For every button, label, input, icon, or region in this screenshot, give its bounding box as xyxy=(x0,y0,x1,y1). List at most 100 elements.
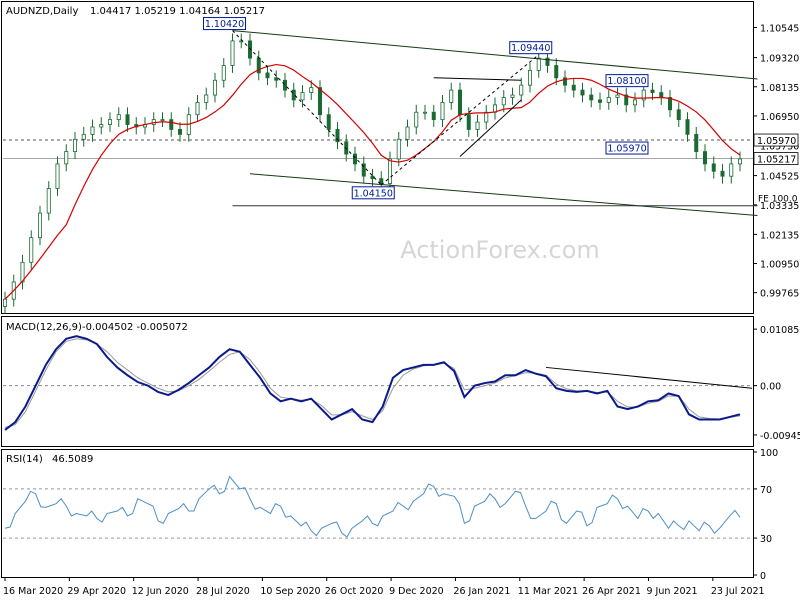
candle-body xyxy=(650,89,655,93)
candle-body xyxy=(99,124,104,128)
candle-body xyxy=(160,119,165,122)
rsi-guides xyxy=(3,488,753,539)
candle-body xyxy=(659,92,664,98)
price-tag-box xyxy=(753,152,799,165)
price-annotation-box xyxy=(605,141,649,155)
candle-body xyxy=(90,126,95,135)
candle-body xyxy=(309,87,314,93)
candle-body xyxy=(624,94,629,106)
price-header-ohlc: 1.04417 1.05219 1.04164 1.05217 xyxy=(90,6,265,17)
candle-body xyxy=(405,126,410,140)
candle-body xyxy=(396,138,401,160)
rsi-series xyxy=(4,475,741,538)
channel-lower xyxy=(249,173,758,217)
watermark: ActionForex.com xyxy=(400,236,600,264)
macd-header-title: MACD(12,26,9) xyxy=(6,322,82,333)
candle-body xyxy=(711,163,716,172)
candle-body xyxy=(195,101,200,116)
candle-body xyxy=(703,151,708,165)
candle-body xyxy=(230,40,235,66)
price-annotation-label: 1.05970 xyxy=(607,144,646,155)
candle-body xyxy=(545,57,550,66)
candle-body xyxy=(64,151,69,165)
macd-y-tick-label: -0.009454 xyxy=(760,431,800,442)
price-y-tick-label: 1.03335 xyxy=(760,201,799,212)
candle-body xyxy=(81,133,86,140)
price-y-tick-label: 1.09320 xyxy=(760,54,799,65)
candle-body xyxy=(212,79,217,96)
macd-header-values: -0.004502 -0.005072 xyxy=(82,322,188,333)
x-tick-label: 11 Mar 2021 xyxy=(518,586,578,597)
candle-body xyxy=(55,163,60,189)
candle-body xyxy=(580,89,585,96)
ma-line xyxy=(4,63,741,300)
x-tick-label: 26 Apr 2021 xyxy=(582,586,641,597)
candle-body xyxy=(563,77,568,86)
price-guides xyxy=(3,139,753,159)
candle-body xyxy=(720,170,725,177)
x-tick-label: 29 Apr 2020 xyxy=(67,586,126,597)
candle-body xyxy=(317,87,322,116)
price-tag-label: 1.05970 xyxy=(757,136,796,147)
candle-body xyxy=(615,94,620,98)
x-tick-label: 26 Oct 2020 xyxy=(325,586,384,597)
candle-body xyxy=(554,65,559,79)
candle-body xyxy=(379,178,384,184)
price-header-title: AUDNZD,Daily xyxy=(6,6,78,17)
candle-body xyxy=(125,114,130,125)
candle-body xyxy=(247,40,252,59)
x-tick-label: 16 Mar 2020 xyxy=(3,586,63,597)
candle-body xyxy=(221,65,226,81)
candle-body xyxy=(46,188,51,214)
price-panel-frame xyxy=(1,1,754,314)
candle-body xyxy=(440,101,445,121)
rsi-y-tick-label: 100 xyxy=(760,448,778,459)
rsi-y-axis: 100 70 30 0 xyxy=(753,448,778,582)
channel-upper xyxy=(232,30,758,80)
candle-body xyxy=(729,163,734,177)
macd-trendline xyxy=(545,366,753,389)
candle-body xyxy=(668,97,673,111)
price-annotation-label: 1.08100 xyxy=(607,76,646,87)
price-annotations: 1.10420 1.04150 1.09440 1.08100 1.05970 FE 10… xyxy=(203,17,798,204)
candle-body xyxy=(528,70,533,86)
candle-body xyxy=(361,163,366,177)
candle-body xyxy=(466,114,471,130)
rsi-panel-frame xyxy=(1,449,754,578)
candle-body xyxy=(326,114,331,130)
rsi-y-tick-label: 30 xyxy=(760,534,772,545)
candle-body xyxy=(685,119,690,135)
rsi-y-tick-label: 0 xyxy=(760,571,766,582)
x-axis: 16 Mar 2020 29 Apr 2020 12 Jun 2020 28 Jul … xyxy=(3,577,765,597)
candle-body xyxy=(519,84,524,96)
x-tick-label: 12 Jun 2020 xyxy=(132,586,189,597)
candle-body xyxy=(265,72,270,79)
candle-body xyxy=(274,77,279,81)
x-tick-label: 23 Jul 2021 xyxy=(711,586,765,597)
price-tag-label: 1.05217 xyxy=(757,155,796,166)
price-y-tick-label: 1.05750 xyxy=(760,141,799,152)
x-tick-label: 26 Jan 2021 xyxy=(453,586,510,597)
candle-body xyxy=(387,158,392,184)
candle-body xyxy=(422,111,427,114)
price-y-tick-label: 1.08135 xyxy=(760,83,799,94)
candle-body xyxy=(108,119,113,125)
candle-body xyxy=(484,111,489,123)
candle-body xyxy=(738,158,743,165)
price-y-tick-label: 0.99765 xyxy=(760,289,799,300)
price-y-axis: 1.10545 1.09320 1.08135 1.06950 1.05750 1.045… xyxy=(753,23,799,300)
macd-line xyxy=(4,335,741,431)
candle-body xyxy=(676,109,681,121)
price-y-tick-label: 1.10545 xyxy=(760,23,799,34)
candle-body xyxy=(335,129,340,143)
rsi-header-value: 46.5089 xyxy=(52,454,93,465)
candle-body xyxy=(475,121,480,130)
candle-body xyxy=(3,298,8,307)
candle-body xyxy=(598,99,603,103)
candle-body xyxy=(457,89,462,116)
candle-body xyxy=(38,212,43,239)
x-tick-label: 9 Jun 2021 xyxy=(646,586,697,597)
triangle-top xyxy=(433,77,522,81)
candle-body xyxy=(431,111,436,121)
